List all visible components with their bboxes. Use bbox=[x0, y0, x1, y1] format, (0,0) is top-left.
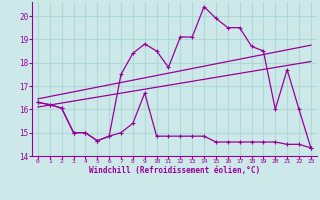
X-axis label: Windchill (Refroidissement éolien,°C): Windchill (Refroidissement éolien,°C) bbox=[89, 166, 260, 175]
